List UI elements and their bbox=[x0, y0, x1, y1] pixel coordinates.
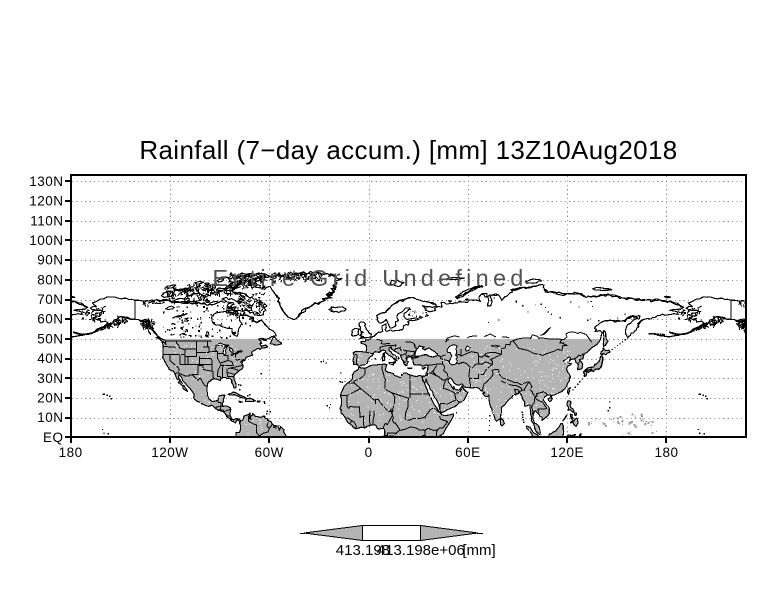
svg-text:70N: 70N bbox=[37, 292, 63, 307]
svg-text:100N: 100N bbox=[29, 233, 63, 248]
svg-text:10N: 10N bbox=[37, 410, 63, 425]
svg-text:110N: 110N bbox=[30, 213, 63, 228]
svg-text:120N: 120N bbox=[29, 194, 63, 209]
svg-text:413.198: 413.198 bbox=[336, 542, 390, 559]
svg-text:120E: 120E bbox=[550, 445, 584, 460]
svg-text:30N: 30N bbox=[37, 371, 63, 386]
svg-text:60E: 60E bbox=[455, 445, 481, 460]
svg-text:Rainfall (7−day accum.) [mm] 1: Rainfall (7−day accum.) [mm] 13Z10Aug201… bbox=[139, 135, 677, 165]
svg-text:Entire Grid Undefined: Entire Grid Undefined bbox=[212, 265, 527, 291]
svg-text:20N: 20N bbox=[37, 391, 63, 406]
svg-text:50N: 50N bbox=[37, 331, 63, 346]
svg-text:180: 180 bbox=[654, 445, 678, 460]
svg-text:60N: 60N bbox=[37, 312, 63, 327]
svg-text:80N: 80N bbox=[37, 272, 63, 287]
svg-text:120W: 120W bbox=[151, 445, 188, 460]
svg-text:60W: 60W bbox=[255, 445, 284, 460]
svg-text:90N: 90N bbox=[37, 253, 63, 268]
svg-text:40N: 40N bbox=[37, 351, 63, 366]
svg-text:0: 0 bbox=[365, 445, 373, 460]
svg-text:[mm]: [mm] bbox=[462, 542, 495, 559]
svg-text:413.198e+06: 413.198e+06 bbox=[377, 542, 465, 559]
svg-text:EQ: EQ bbox=[43, 430, 64, 445]
svg-text:180: 180 bbox=[59, 445, 83, 460]
svg-text:130N: 130N bbox=[29, 174, 63, 189]
